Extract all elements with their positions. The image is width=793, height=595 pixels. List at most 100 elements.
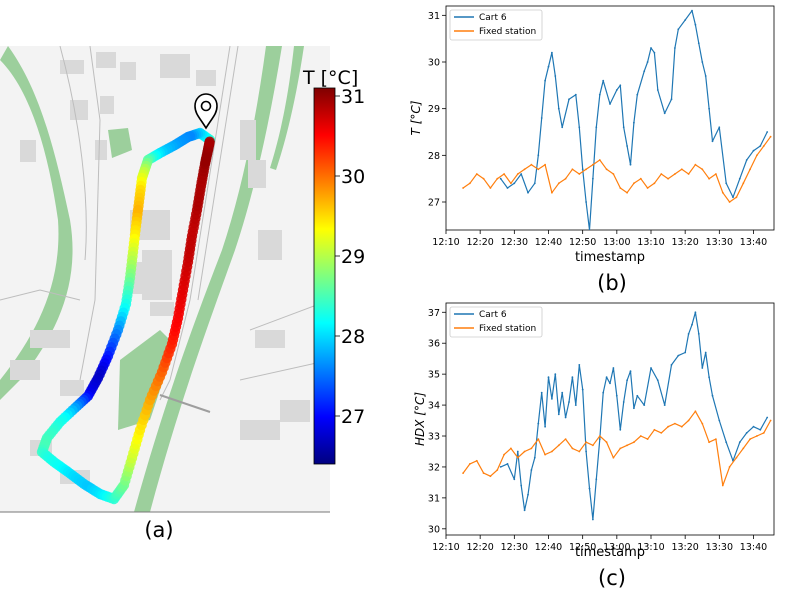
data-point-cart — [656, 379, 659, 382]
data-point-cart — [732, 196, 734, 199]
street-far-west — [59, 46, 87, 261]
y-axis-label-b: T [°C] — [409, 100, 423, 135]
data-point-cart — [766, 416, 769, 419]
data-point-fixed — [489, 187, 492, 189]
data-point-cart — [684, 351, 687, 354]
data-point-cart — [663, 404, 666, 406]
panel-c-label: (c) — [598, 566, 626, 590]
data-point-fixed — [653, 428, 656, 431]
data-point-cart — [650, 47, 652, 49]
data-point-cart — [725, 182, 728, 185]
data-point-fixed — [728, 466, 731, 468]
x-tick-label: 12:10 — [432, 237, 459, 248]
colorbar-tick-label: 28 — [341, 326, 365, 348]
y-tick-label: 34 — [428, 401, 440, 412]
x-tick-label: 13:10 — [637, 237, 664, 248]
data-point-fixed — [646, 438, 649, 440]
y-tick-label: 27 — [428, 198, 440, 209]
data-point-fixed — [605, 168, 608, 171]
data-point-fixed — [462, 472, 464, 474]
data-point-cart — [527, 191, 529, 194]
data-point-fixed — [715, 173, 717, 175]
data-point-cart — [615, 394, 618, 397]
building — [150, 302, 174, 316]
data-point-cart — [643, 70, 646, 73]
data-point-fixed — [503, 453, 505, 456]
data-point-fixed — [619, 447, 622, 450]
colorbar-tick-label: 27 — [341, 406, 365, 428]
data-point-fixed — [721, 484, 724, 487]
data-point-cart — [653, 51, 656, 54]
data-point-fixed — [475, 173, 478, 175]
data-point-cart — [557, 107, 560, 110]
data-point-fixed — [756, 154, 758, 157]
data-point-fixed — [694, 163, 697, 166]
data-point-cart — [554, 373, 557, 375]
series-line-fixed — [462, 410, 772, 487]
y-tick-label: 31 — [428, 493, 440, 504]
data-point-cart — [588, 229, 591, 230]
street-parallel — [197, 46, 239, 301]
x-tick-label: 13:40 — [740, 237, 767, 248]
data-point-fixed — [721, 191, 724, 194]
data-point-fixed — [612, 173, 615, 175]
building — [100, 96, 114, 114]
y-tick-label: 30 — [428, 524, 440, 535]
data-point-cart — [506, 187, 509, 189]
x-tick-label: 13:20 — [671, 542, 698, 553]
x-axis-label-c: timestamp — [575, 545, 645, 560]
data-point-cart — [551, 398, 553, 400]
data-point-cart — [725, 441, 728, 444]
data-point-cart — [533, 182, 536, 185]
colorbar-tick-label: 31 — [341, 86, 365, 108]
building — [30, 330, 70, 348]
data-point-cart — [711, 140, 714, 143]
data-point-fixed — [762, 145, 765, 147]
data-point-cart — [691, 323, 693, 326]
axis-ticks-c: 12:10 12:20 12:30 12:40 12:50 13:00 13:10 13:20… — [428, 308, 767, 553]
data-point-fixed — [537, 168, 540, 171]
street-sw — [0, 289, 81, 301]
data-point-cart — [605, 376, 608, 379]
data-point-cart — [499, 177, 502, 180]
data-point-fixed — [605, 441, 608, 444]
data-point-cart — [629, 163, 632, 166]
data-point-cart — [663, 112, 666, 115]
data-point-fixed — [626, 444, 628, 447]
x-tick-label: 12:20 — [466, 542, 493, 553]
data-point-fixed — [715, 438, 717, 440]
data-point-cart — [738, 177, 741, 180]
data-point-fixed — [530, 163, 533, 166]
y-tick-label: 33 — [428, 432, 440, 443]
data-point-fixed — [544, 453, 546, 456]
data-point-fixed — [469, 463, 471, 465]
data-point-fixed — [475, 459, 478, 462]
x-tick-label: 12:30 — [501, 237, 528, 248]
data-point-cart — [595, 126, 598, 129]
data-point-cart — [609, 103, 611, 105]
route-point — [204, 136, 215, 147]
y-tick-label: 36 — [428, 339, 440, 350]
data-point-cart — [537, 154, 540, 157]
data-point-fixed — [667, 177, 669, 180]
map-area — [0, 46, 330, 512]
data-point-cart — [551, 51, 553, 54]
x-tick-label: 12:50 — [569, 542, 596, 553]
data-point-cart — [568, 98, 570, 101]
data-point-cart — [759, 145, 762, 147]
building — [10, 360, 40, 380]
data-point-fixed — [578, 173, 581, 175]
data-point-cart — [520, 484, 523, 487]
data-point-cart — [697, 333, 700, 335]
data-point-fixed — [660, 432, 663, 434]
legend-label-c-cart: Cart 6 — [479, 310, 507, 320]
building — [248, 160, 266, 188]
data-point-fixed — [571, 168, 574, 171]
x-tick-label: 12:40 — [535, 542, 562, 553]
legend-c: Cart 6 Fixed station — [449, 306, 543, 338]
data-point-cart — [544, 425, 546, 428]
data-point-cart — [708, 376, 710, 379]
river-left — [0, 46, 73, 400]
y-tick-label: 30 — [428, 58, 440, 69]
